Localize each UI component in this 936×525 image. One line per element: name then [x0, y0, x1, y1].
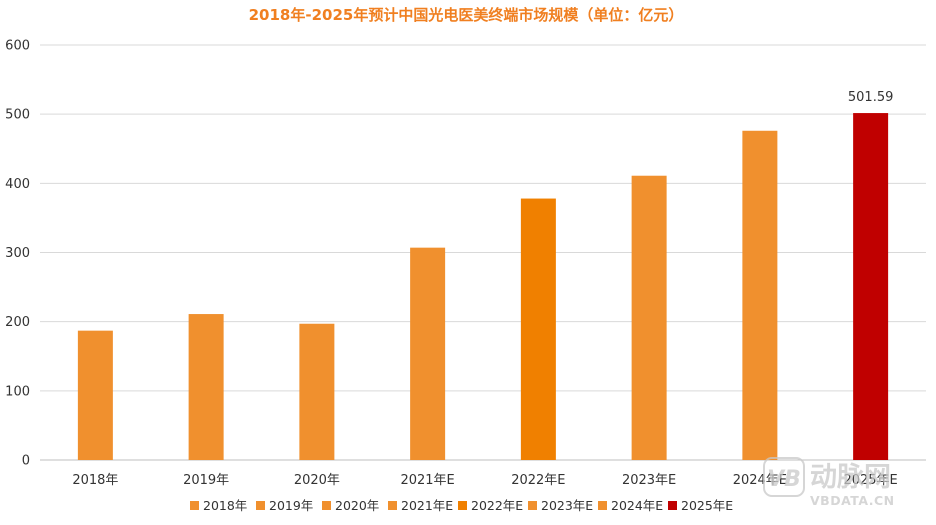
bar	[77, 330, 113, 460]
legend-label: 2022年E	[471, 498, 523, 513]
bar	[410, 247, 446, 460]
legend-swatch	[388, 501, 397, 510]
legend-label: 2021年E	[401, 498, 453, 513]
y-tick-label: 500	[5, 108, 30, 123]
legend-label: 2019年	[269, 498, 313, 513]
watermark-brand: 动脉网	[810, 462, 891, 493]
legend-swatch	[190, 501, 199, 510]
legend-label: 2023年E	[541, 498, 593, 513]
legend-swatch	[256, 501, 265, 510]
legend-label: 2020年	[335, 498, 379, 513]
y-axis-ticks: 0 100 200 300 400 500 600	[5, 39, 30, 469]
y-tick-label: 300	[5, 246, 30, 261]
legend-swatch	[528, 501, 537, 510]
bar	[742, 130, 778, 460]
legend-swatch	[598, 501, 607, 510]
watermark-site: VBDATA.CN	[810, 493, 895, 508]
legend-label: 2024年E	[611, 498, 663, 513]
x-tick-label: 2019年	[183, 473, 229, 488]
watermark: VB 动脉网 VBDATA.CN	[763, 457, 895, 508]
x-axis-ticks: 2018年 2019年 2020年 2021年E 2022年E 2023年E 2024年E 2…	[72, 473, 897, 488]
legend-swatch	[668, 501, 677, 510]
bars	[77, 113, 889, 461]
bar	[520, 198, 556, 461]
y-tick-label: 400	[5, 177, 30, 192]
x-tick-label: 2018年	[72, 473, 118, 488]
bar	[631, 175, 667, 460]
legend-label: 2025年E	[681, 498, 733, 513]
y-tick-label: 600	[5, 39, 30, 54]
x-tick-label: 2024年E	[733, 473, 787, 488]
legend-label: 2018年	[203, 498, 247, 513]
bar	[188, 314, 224, 460]
legend: 2018年 2019年 2020年 2021年E 2022年E 2023年E 2024年E 2…	[190, 498, 733, 513]
watermark-logo-box	[763, 457, 805, 497]
x-tick-label: 2022年E	[511, 473, 565, 488]
bar	[299, 323, 335, 460]
x-tick-label: 2025年E	[843, 473, 897, 488]
data-labels: 501.59	[848, 90, 894, 105]
gridlines	[40, 44, 926, 461]
x-tick-label: 2023年E	[622, 473, 676, 488]
x-tick-label: 2020年	[294, 473, 340, 488]
bar	[853, 113, 889, 460]
x-tick-label: 2021年E	[400, 473, 454, 488]
chart-title: 2018年-2025年预计中国光电医美终端市场规模（单位：亿元）	[249, 6, 684, 24]
legend-swatch	[458, 501, 467, 510]
y-tick-label: 0	[22, 454, 30, 469]
y-tick-label: 200	[5, 315, 30, 330]
data-label: 501.59	[848, 90, 894, 105]
legend-swatch	[322, 501, 331, 510]
y-tick-label: 100	[5, 384, 30, 399]
watermark-logo-text: VB	[767, 467, 801, 492]
